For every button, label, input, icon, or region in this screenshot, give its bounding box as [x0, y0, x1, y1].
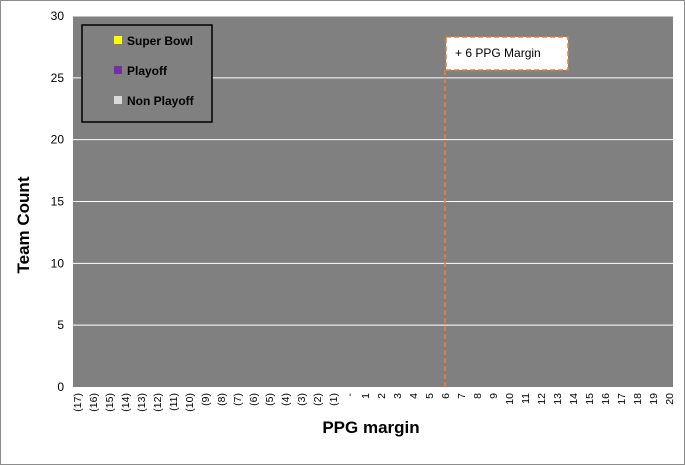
x-tick-label: 7: [456, 393, 468, 399]
x-tick-label: 14: [568, 393, 580, 405]
x-tick-label: (1): [328, 393, 340, 406]
y-axis-title: Team Count: [14, 176, 33, 273]
x-tick-label: (11): [168, 393, 180, 411]
legend-swatch-non-playoff: [114, 96, 122, 104]
x-tick-label: (13): [136, 393, 148, 412]
legend-box: [81, 24, 213, 123]
x-tick-label: (8): [216, 393, 228, 406]
y-tick-label: 30: [51, 9, 65, 23]
x-tick-label: 4: [408, 393, 420, 399]
x-axis-title: PPG margin: [322, 418, 419, 437]
x-tick-label: 12: [536, 393, 548, 405]
x-tick-label: -: [344, 393, 356, 397]
x-tick-label: (17): [72, 393, 84, 412]
y-tick-label: 10: [51, 256, 65, 270]
legend-swatch-playoff: [114, 66, 122, 74]
y-tick-label: 5: [57, 318, 64, 332]
x-tick-label: 20: [664, 393, 676, 405]
x-tick-label: (16): [88, 393, 100, 412]
x-tick-label: (6): [248, 393, 260, 406]
x-tick-label: 15: [584, 393, 596, 405]
annotation: + 6 PPG Margin: [445, 36, 569, 71]
annotation-box: [445, 36, 569, 71]
x-tick-label: (2): [312, 393, 324, 406]
x-tick-label: 19: [648, 393, 660, 405]
legend-label-non-playoff: Non Playoff: [127, 94, 195, 108]
y-tick-label: 25: [51, 71, 65, 85]
x-tick-label: 13: [552, 393, 564, 405]
legend-label-playoff: Playoff: [127, 64, 168, 78]
x-tick-label: (12): [152, 393, 164, 412]
x-tick-label: (9): [200, 393, 212, 406]
x-tick-label: 1: [360, 393, 372, 399]
x-axis-ticks: (17) (16) (15) (14) (13) (12) (11) (10) (9) (8) (7…: [72, 393, 676, 412]
y-tick-label: 20: [51, 133, 65, 147]
x-tick-label: 10: [504, 393, 516, 405]
y-axis-ticks: 0 5 10 15 20 25 30: [51, 9, 65, 394]
annotation-label: + 6 PPG Margin: [455, 46, 541, 60]
x-tick-label: (14): [120, 393, 132, 412]
gridlines: [73, 15, 673, 326]
x-tick-label: (5): [264, 393, 276, 406]
x-tick-label: 3: [392, 393, 404, 399]
x-tick-label: (3): [296, 393, 308, 406]
x-tick-label: (10): [184, 393, 196, 412]
y-tick-label: 15: [51, 195, 65, 209]
x-tick-label: 16: [600, 393, 612, 405]
x-tick-label: 2: [376, 393, 388, 399]
legend-label-super-bowl: Super Bowl: [127, 34, 193, 48]
y-tick-label: 0: [57, 380, 64, 394]
x-tick-label: 6: [440, 393, 452, 399]
x-tick-label: 11: [520, 393, 532, 404]
x-tick-label: (15): [104, 393, 116, 412]
legend-swatch-super-bowl: [114, 36, 122, 44]
x-tick-label: 17: [616, 393, 628, 405]
x-tick-label: 9: [488, 393, 500, 399]
x-tick-label: 18: [632, 393, 644, 405]
x-tick-label: (4): [280, 393, 292, 406]
x-tick-label: 5: [424, 393, 436, 399]
x-tick-label: (7): [232, 393, 244, 406]
x-tick-label: 8: [472, 393, 484, 399]
legend: Super Bowl Playoff Non Playoff: [81, 24, 213, 123]
